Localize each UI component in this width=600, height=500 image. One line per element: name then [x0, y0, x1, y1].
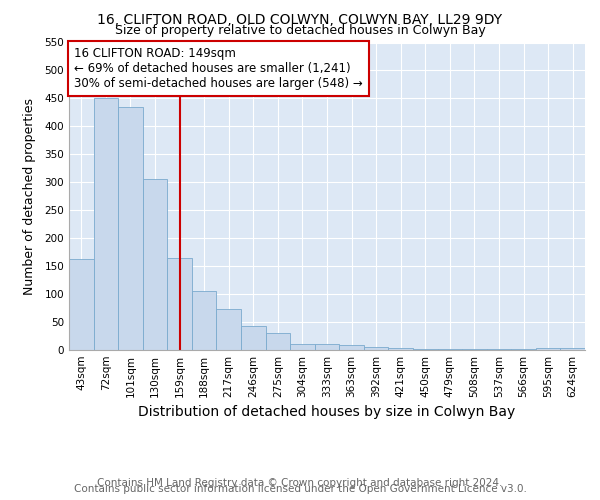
Bar: [143, 180, 167, 350]
Bar: [118, 107, 143, 350]
Bar: [69, 259, 94, 350]
Bar: [413, 349, 437, 350]
Bar: [560, 348, 585, 350]
Bar: [487, 349, 511, 350]
Bar: [241, 326, 266, 350]
Bar: [388, 348, 413, 350]
Bar: [315, 344, 339, 350]
Text: Contains HM Land Registry data © Crown copyright and database right 2024.: Contains HM Land Registry data © Crown c…: [97, 478, 503, 488]
Bar: [536, 348, 560, 350]
Bar: [94, 98, 118, 350]
Bar: [462, 349, 487, 350]
Bar: [192, 292, 217, 350]
Text: 16, CLIFTON ROAD, OLD COLWYN, COLWYN BAY, LL29 9DY: 16, CLIFTON ROAD, OLD COLWYN, COLWYN BAY…: [97, 12, 503, 26]
Text: Size of property relative to detached houses in Colwyn Bay: Size of property relative to detached ho…: [115, 24, 485, 37]
Bar: [290, 344, 315, 350]
Bar: [266, 333, 290, 350]
Text: Contains public sector information licensed under the Open Government Licence v3: Contains public sector information licen…: [74, 484, 526, 494]
Bar: [167, 258, 192, 350]
Bar: [217, 309, 241, 350]
Text: 16 CLIFTON ROAD: 149sqm
← 69% of detached houses are smaller (1,241)
30% of semi: 16 CLIFTON ROAD: 149sqm ← 69% of detache…: [74, 47, 363, 90]
Bar: [339, 345, 364, 350]
X-axis label: Distribution of detached houses by size in Colwyn Bay: Distribution of detached houses by size …: [139, 406, 515, 419]
Y-axis label: Number of detached properties: Number of detached properties: [23, 98, 36, 294]
Bar: [511, 349, 536, 350]
Bar: [437, 349, 462, 350]
Bar: [364, 347, 388, 350]
